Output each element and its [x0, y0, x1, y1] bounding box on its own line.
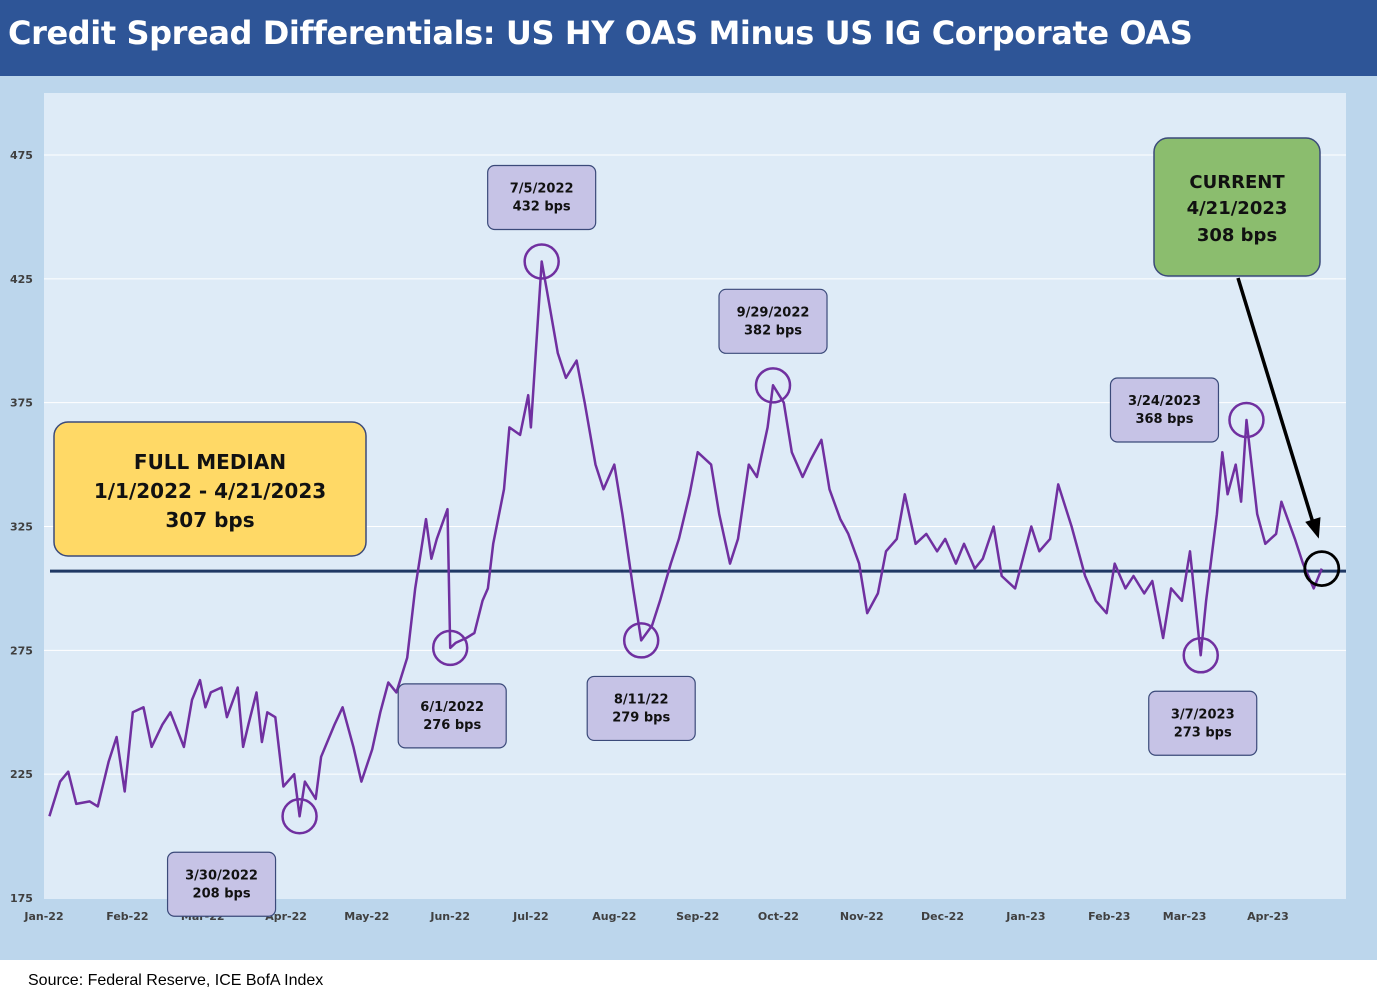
y-tick-label: 375 — [10, 397, 33, 410]
annotation-circle — [754, 367, 792, 404]
page-title: Credit Spread Differentials: US HY OAS M… — [8, 14, 1193, 52]
current-arrow-head — [1305, 517, 1321, 539]
series-line — [48, 260, 1323, 818]
annotation-box: 9/29/2022 382 bps — [718, 288, 828, 354]
annotation-date: 7/5/2022 — [510, 181, 574, 196]
annotation-circle — [523, 243, 560, 280]
x-tick-label: Aug-22 — [592, 910, 636, 923]
current-box-date: 4/21/2023 — [1187, 198, 1288, 219]
y-tick-label: 175 — [10, 892, 33, 905]
x-tick-label: Nov-22 — [840, 910, 884, 923]
annotation-value: 208 bps — [193, 886, 251, 901]
x-tick-label: Jan-23 — [1005, 910, 1045, 923]
median-box: FULL MEDIAN 1/1/2022 - 4/21/2023 307 bps — [53, 421, 367, 557]
annotation-circle — [281, 798, 318, 835]
annotation-date: 3/7/2023 — [1171, 707, 1235, 722]
annotation-box: 6/1/2022 276 bps — [397, 683, 507, 749]
annotation-circle — [622, 622, 660, 659]
x-tick-label: Jun-22 — [429, 910, 470, 923]
header-bar: Credit Spread Differentials: US HY OAS M… — [0, 0, 1377, 76]
annotation-box: 3/30/2022 208 bps — [166, 851, 277, 917]
annotation-date: 3/30/2022 — [185, 868, 258, 883]
annotation-value: 276 bps — [423, 718, 481, 733]
y-tick-label: 225 — [10, 768, 33, 781]
annotation-value: 382 bps — [744, 323, 802, 338]
annotation-date: 8/11/22 — [614, 692, 669, 707]
x-tick-label: Sep-22 — [676, 910, 719, 923]
source-note: Source: Federal Reserve, ICE BofA Index — [28, 972, 324, 989]
x-tick-label: Jul-22 — [512, 910, 549, 923]
y-tick-label: 425 — [10, 273, 33, 286]
annotation-box: 3/7/2023 273 bps — [1148, 690, 1258, 756]
annotation-value: 368 bps — [1135, 412, 1193, 427]
annotation-date: 6/1/2022 — [420, 700, 484, 715]
y-tick-label: 275 — [10, 644, 33, 657]
x-tick-label: Jan-22 — [23, 910, 63, 923]
annotation-value: 432 bps — [513, 199, 571, 214]
median-box-title: FULL MEDIAN — [134, 450, 286, 474]
current-circle — [1303, 550, 1341, 588]
annotation-value: 273 bps — [1174, 725, 1232, 740]
annotation-date: 3/24/2023 — [1128, 394, 1201, 409]
annotation-box: 3/24/2023 368 bps — [1109, 377, 1220, 443]
y-tick-label: 475 — [10, 149, 33, 162]
current-box-title: CURRENT — [1189, 172, 1285, 193]
y-axis-ticks: 175 225 275 325 375 425 475 — [10, 149, 33, 905]
x-tick-label: Dec-22 — [921, 910, 964, 923]
annotation-date: 9/29/2022 — [737, 305, 810, 320]
annotation-circle — [431, 629, 469, 667]
annotation-value: 279 bps — [612, 710, 670, 725]
current-marker — [1236, 277, 1341, 588]
annotation-circle — [1182, 637, 1219, 674]
x-tick-label: Apr-22 — [265, 910, 307, 923]
current-arrow-shaft — [1236, 277, 1317, 530]
gridlines — [44, 154, 1346, 775]
x-tick-label: May-22 — [344, 910, 389, 923]
median-box-value: 307 bps — [165, 508, 254, 532]
x-tick-label: Oct-22 — [758, 910, 799, 923]
y-tick-label: 325 — [10, 521, 33, 534]
annotation-box: 8/11/22 279 bps — [586, 675, 696, 742]
current-box: CURRENT 4/21/2023 308 bps — [1153, 137, 1321, 277]
x-tick-label: Apr-23 — [1247, 910, 1289, 923]
x-tick-label: Feb-23 — [1088, 910, 1130, 923]
x-tick-label: Mar-23 — [1163, 910, 1207, 923]
x-tick-label: Feb-22 — [106, 910, 148, 923]
annotation-box: 7/5/2022 432 bps — [487, 164, 597, 231]
annotation-circle — [1228, 401, 1265, 439]
current-box-value: 308 bps — [1197, 225, 1277, 246]
annotations: 3/30/2022 208 bps 6/1/2022 276 bps 7/5/2022 4… — [166, 164, 1265, 917]
median-box-range: 1/1/2022 - 4/21/2023 — [94, 479, 326, 503]
